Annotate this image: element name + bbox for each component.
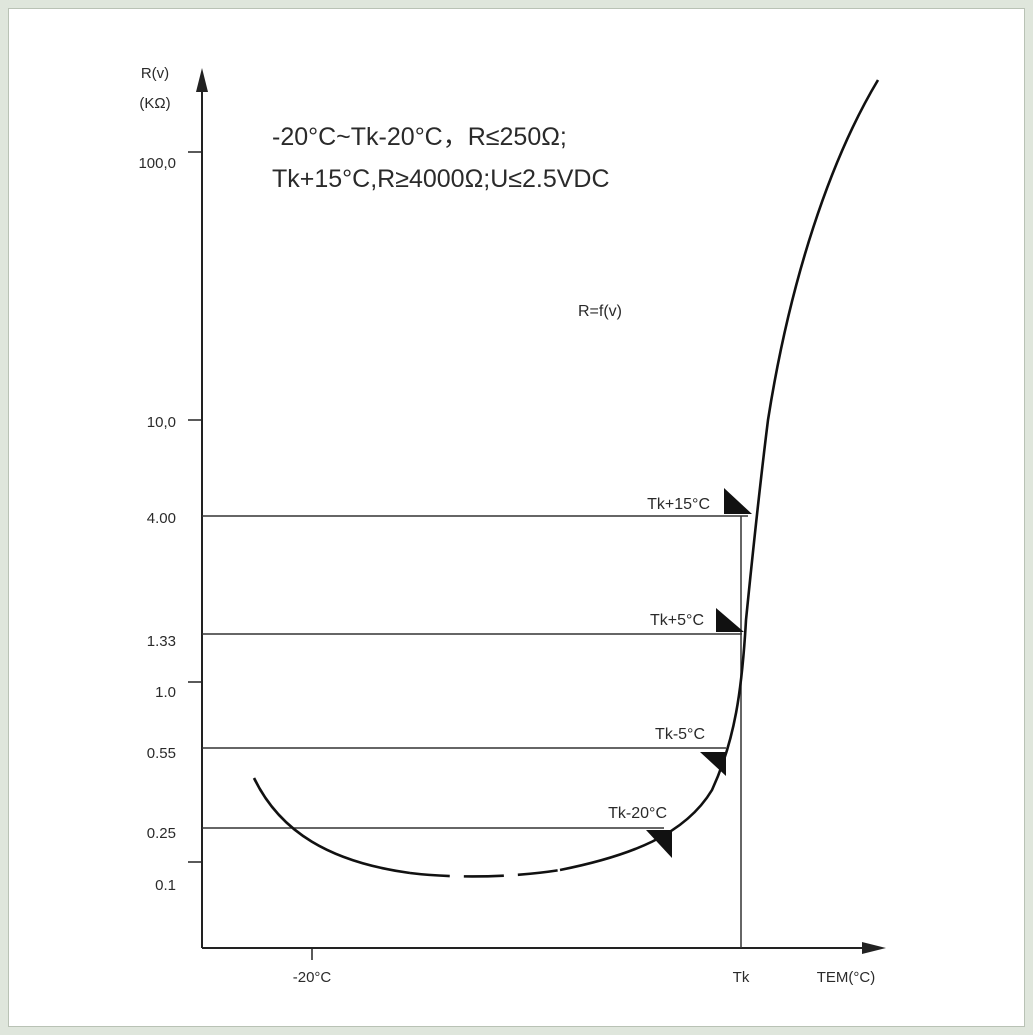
x-axis-label: TEM(°C) [817,969,875,986]
x-axis-arrow [862,942,886,954]
x-tick-label: Tk [733,969,750,986]
y-tick-label: 0.25 [147,825,176,842]
y-tick-label: 100,0 [138,155,176,172]
marker-label-tk-minus-20: Tk-20°C [608,805,667,822]
x-tick-label: -20°C [293,969,332,986]
y-tick-label: 4.00 [147,510,176,527]
condition-text-line2: Tk+15°C,R≥4000Ω;U≤2.5VDC [272,165,610,193]
y-tick-label: 0.55 [147,745,176,762]
curve-right-segment [560,80,878,870]
y-tick-label: 10,0 [147,414,176,431]
marker-label-tk-plus-15: Tk+15°C [647,496,710,513]
curve-left-segment [254,778,410,873]
y-tick-label: 1.33 [147,633,176,650]
curve-label: R=f(v) [578,303,622,320]
marker-triangle-tk-minus-5 [700,752,726,776]
y-axis-label-line1: R(v) [141,65,169,82]
curve-dashed-segment [410,870,560,876]
y-axis-arrow [196,68,208,92]
marker-triangle-tk-plus-5 [716,608,744,632]
condition-text-line1: -20°C~Tk-20°C，R≤250Ω; [272,123,567,151]
y-tick-label: 0.1 [155,877,176,894]
y-axis-label-line2: (KΩ) [139,95,170,112]
marker-triangle-tk-plus-15 [724,488,752,514]
y-tick-label: 1.0 [155,684,176,701]
marker-label-tk-minus-5: Tk-5°C [655,726,705,743]
marker-label-tk-plus-5: Tk+5°C [650,612,704,629]
